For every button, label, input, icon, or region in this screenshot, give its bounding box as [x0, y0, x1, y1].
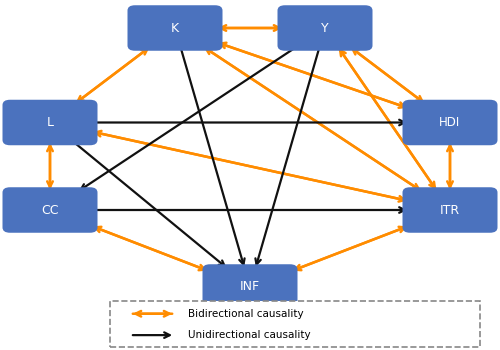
- Text: Unidirectional causality: Unidirectional causality: [188, 330, 310, 340]
- FancyBboxPatch shape: [202, 264, 298, 310]
- Text: K: K: [171, 21, 179, 35]
- Text: HDI: HDI: [440, 116, 460, 129]
- Text: Y: Y: [321, 21, 329, 35]
- FancyBboxPatch shape: [402, 187, 498, 233]
- Text: Bidirectional causality: Bidirectional causality: [188, 309, 303, 319]
- Text: ITR: ITR: [440, 203, 460, 217]
- FancyBboxPatch shape: [2, 187, 98, 233]
- FancyBboxPatch shape: [278, 5, 372, 51]
- FancyBboxPatch shape: [2, 100, 98, 145]
- Text: CC: CC: [41, 203, 59, 217]
- Text: L: L: [46, 116, 54, 129]
- Text: INF: INF: [240, 280, 260, 294]
- FancyBboxPatch shape: [402, 100, 498, 145]
- FancyBboxPatch shape: [128, 5, 222, 51]
- Bar: [110, 301, 480, 346]
